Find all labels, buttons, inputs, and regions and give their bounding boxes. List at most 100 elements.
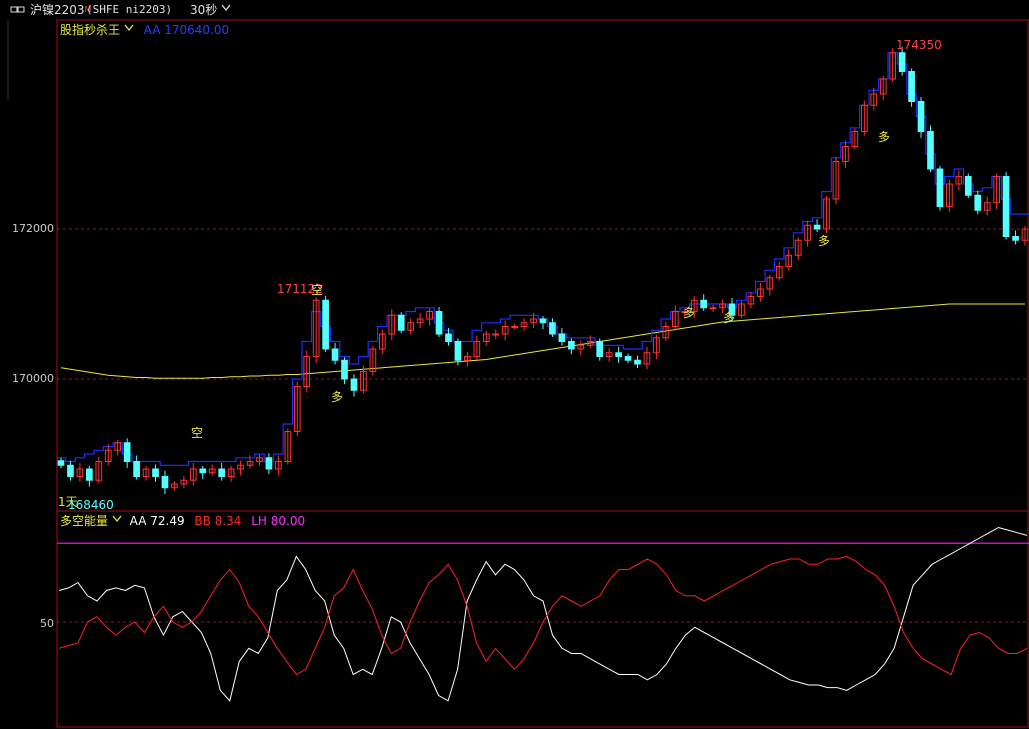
day-label: 1天 [58,495,78,509]
y-tick-172000: 172000 [12,222,54,235]
candle-body [312,299,320,357]
candle-body [256,457,263,462]
candle-body [397,314,405,331]
candle-body [851,131,859,147]
candle-body [794,239,802,256]
symbol-code: (SHFE ni2203) [86,3,173,16]
candle-body [577,344,585,350]
candle-body [293,386,301,432]
ma-line [60,303,1025,379]
main-aa-value: AA 170640.00 [143,23,230,37]
candle-body [482,333,490,342]
candle-body [388,314,396,335]
symbol-title[interactable]: 沪镍2203M [30,0,91,20]
candle-body [747,296,755,305]
candle-body [246,461,254,466]
candle-body [76,468,84,477]
candle-body [738,303,745,316]
candle-body [520,322,528,327]
candle-body [171,483,178,489]
signal-duo-3: 多 [723,311,736,325]
candle-body [879,78,887,95]
sub-indicator-name: 多空能量 [60,514,109,528]
symbol-name: 沪镍2203 [30,3,85,17]
signal-kong-1: 空 [311,283,324,297]
sub-bb-value: BB 8.34 [194,514,242,528]
candle-body [95,461,103,481]
candle-body [208,468,216,474]
period-selector[interactable]: 30秒 [190,0,231,20]
candle-body [964,176,972,196]
candle-body [369,348,377,372]
candle-body [615,352,622,357]
candle-body [568,341,575,350]
candle-body [775,266,783,279]
window-icon-shape [10,6,25,13]
candle-body [634,359,641,365]
candle-body [152,468,159,477]
signal-duo-5: 多 [878,130,891,144]
candle-body [624,356,632,361]
signal-duo-1: 多 [331,390,344,404]
candle-body [757,288,764,297]
candle-body [653,337,660,354]
candle-body [473,341,481,357]
candle-body [690,299,698,312]
candle-body [350,378,358,391]
candle-body [860,104,868,132]
candle-body [530,318,537,324]
candle-body [237,464,244,470]
candle-body [142,468,150,477]
candle-body [454,341,462,361]
candle-body [586,341,594,346]
candle-body [189,468,197,481]
sub-indicator-header[interactable]: 多空能量 AA 72.49 BB 8.34 LH 80.00 [60,513,305,528]
candle-body [558,333,566,342]
candle-body [180,479,188,485]
candle-body [1012,236,1019,241]
candle-body [643,352,651,365]
candle-body [123,442,131,462]
candle-body [511,326,518,328]
candle-body [445,333,452,342]
candle-body [114,442,122,451]
candle-body [492,333,500,336]
candle-body [936,168,944,207]
aa-band-line [56,52,1029,466]
candle-body [785,254,793,267]
candle-body [709,307,717,310]
candle-body [662,326,670,339]
candle-body [284,431,292,462]
sub-lh-value: LH 80.00 [251,514,306,528]
main-indicator-name: 股指秒杀王 [60,23,121,37]
candle-body [416,318,424,324]
candle-body [842,146,849,162]
y-tick-50: 50 [40,617,54,630]
candle-body [133,461,140,477]
candle-body [927,131,934,170]
candle-body [889,52,897,80]
signal-duo-2: 多 [683,306,696,320]
candle-body [322,299,329,350]
chevron-down-icon [221,0,231,20]
candle-body [955,176,963,185]
window-icon[interactable] [10,0,26,26]
candle-body [804,224,811,241]
title-bar: 沪镍2203M (SHFE ni2203) 30秒 [0,0,1029,20]
candle-body [57,460,65,466]
candle-body [378,333,386,350]
candle-body [227,468,235,477]
candle-body [539,318,547,324]
candle-body [265,457,273,470]
candle-body [974,194,982,211]
candle-body [605,352,613,357]
candle-body [104,449,112,462]
candle-body [161,476,169,489]
y-tick-170000: 170000 [12,372,54,385]
candle-body [908,71,915,102]
main-indicator-header[interactable]: 股指秒杀王 AA 170640.00 [60,22,229,37]
signal-duo-4: 多 [818,234,831,248]
candle-body [360,371,367,391]
symbol-flag: M [84,5,92,14]
